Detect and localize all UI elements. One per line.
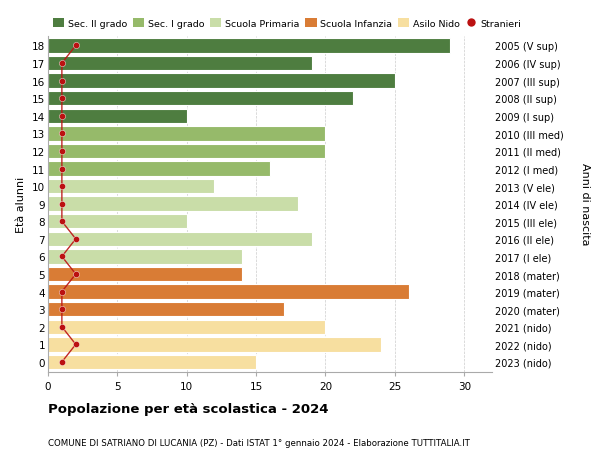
Y-axis label: Età alunni: Età alunni	[16, 176, 26, 232]
Y-axis label: Anni di nascita: Anni di nascita	[580, 163, 590, 246]
Bar	[48, 162, 270, 176]
Bar	[48, 145, 325, 159]
Bar	[48, 250, 242, 264]
Bar	[48, 320, 325, 334]
Text: COMUNE DI SATRIANO DI LUCANIA (PZ) - Dati ISTAT 1° gennaio 2024 - Elaborazione T: COMUNE DI SATRIANO DI LUCANIA (PZ) - Dat…	[48, 438, 470, 448]
Bar	[48, 92, 353, 106]
Bar	[48, 197, 298, 212]
Bar	[48, 302, 284, 317]
Bar	[48, 337, 381, 352]
Bar	[48, 57, 311, 71]
Bar	[48, 39, 451, 54]
Bar	[48, 267, 242, 282]
Bar	[48, 179, 215, 194]
Legend: Sec. II grado, Sec. I grado, Scuola Primaria, Scuola Infanzia, Asilo Nido, Stran: Sec. II grado, Sec. I grado, Scuola Prim…	[53, 19, 521, 28]
Text: Popolazione per età scolastica - 2024: Popolazione per età scolastica - 2024	[48, 403, 329, 415]
Bar	[48, 109, 187, 124]
Bar	[48, 285, 409, 299]
Bar	[48, 127, 325, 141]
Bar	[48, 355, 256, 369]
Bar	[48, 215, 187, 229]
Bar	[48, 232, 311, 246]
Bar	[48, 74, 395, 89]
